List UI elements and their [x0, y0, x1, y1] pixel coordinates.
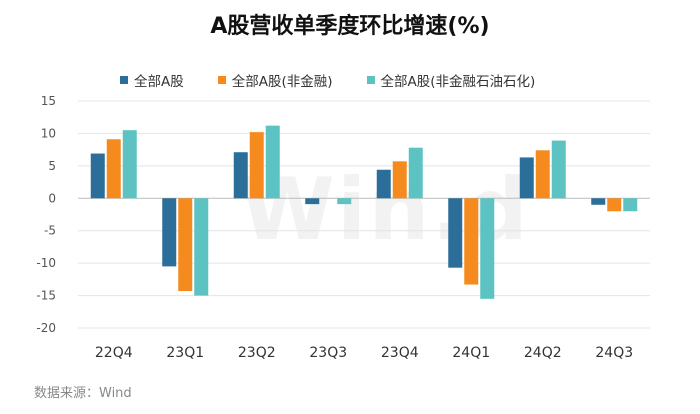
bar — [194, 198, 209, 296]
x-tick-label: 23Q4 — [381, 345, 419, 361]
bar — [249, 132, 264, 199]
legend-item-non-fin-petro: 全部A股(非金融石油石化) — [366, 70, 536, 90]
bar — [535, 150, 550, 199]
bar — [519, 157, 534, 199]
bar — [178, 198, 193, 292]
bar — [376, 169, 391, 199]
legend-label-non-fin-petro: 全部A股(非金融石油石化) — [380, 74, 536, 90]
y-tick-label: -20 — [36, 321, 56, 335]
bar — [337, 198, 352, 205]
source-note: 数据来源：Wind — [34, 386, 132, 401]
bar — [106, 139, 121, 199]
legend-swatch-non-financial — [217, 76, 226, 84]
x-tick-label: 22Q4 — [95, 345, 133, 361]
bar — [122, 130, 137, 199]
bar — [162, 198, 177, 267]
bar — [305, 198, 320, 205]
x-tick-label: 23Q2 — [238, 345, 276, 361]
legend: 全部A股 全部A股(非金融) 全部A股(非金融石油石化) — [120, 70, 535, 90]
y-tick-label: -10 — [36, 256, 56, 270]
legend-swatch-non-fin-petro — [366, 76, 375, 84]
bar — [408, 147, 423, 199]
legend-label-non-financial: 全部A股(非金融) — [231, 74, 333, 90]
bar — [607, 198, 622, 212]
y-tick-label: 0 — [48, 191, 56, 205]
legend-item-non-financial: 全部A股(非金融) — [217, 70, 333, 90]
x-tick-label: 24Q1 — [452, 345, 490, 361]
chart-title: A股营收单季度环比增速(%) — [210, 14, 490, 39]
x-tick-label: 24Q2 — [524, 345, 562, 361]
bar — [448, 198, 463, 268]
legend-item-all-a: 全部A股 — [120, 70, 184, 90]
bar — [480, 198, 495, 299]
bar — [233, 152, 248, 199]
bar — [90, 153, 105, 199]
y-tick-label: -15 — [36, 289, 56, 303]
x-tick-label: 23Q3 — [309, 345, 347, 361]
legend-swatch-all-a — [120, 76, 128, 84]
x-tick-label: 24Q3 — [595, 345, 633, 361]
bar — [392, 161, 407, 199]
bar — [464, 198, 479, 285]
legend-label-all-a: 全部A股 — [134, 74, 184, 90]
bar — [265, 125, 280, 199]
y-tick-label: 15 — [41, 94, 56, 108]
bar — [591, 198, 606, 205]
x-tick-label: 23Q1 — [166, 345, 204, 361]
y-tick-label: 5 — [48, 159, 56, 173]
bar — [623, 198, 638, 212]
y-tick-label: -5 — [44, 224, 56, 238]
bar — [551, 140, 566, 199]
y-tick-label: 10 — [41, 126, 56, 140]
